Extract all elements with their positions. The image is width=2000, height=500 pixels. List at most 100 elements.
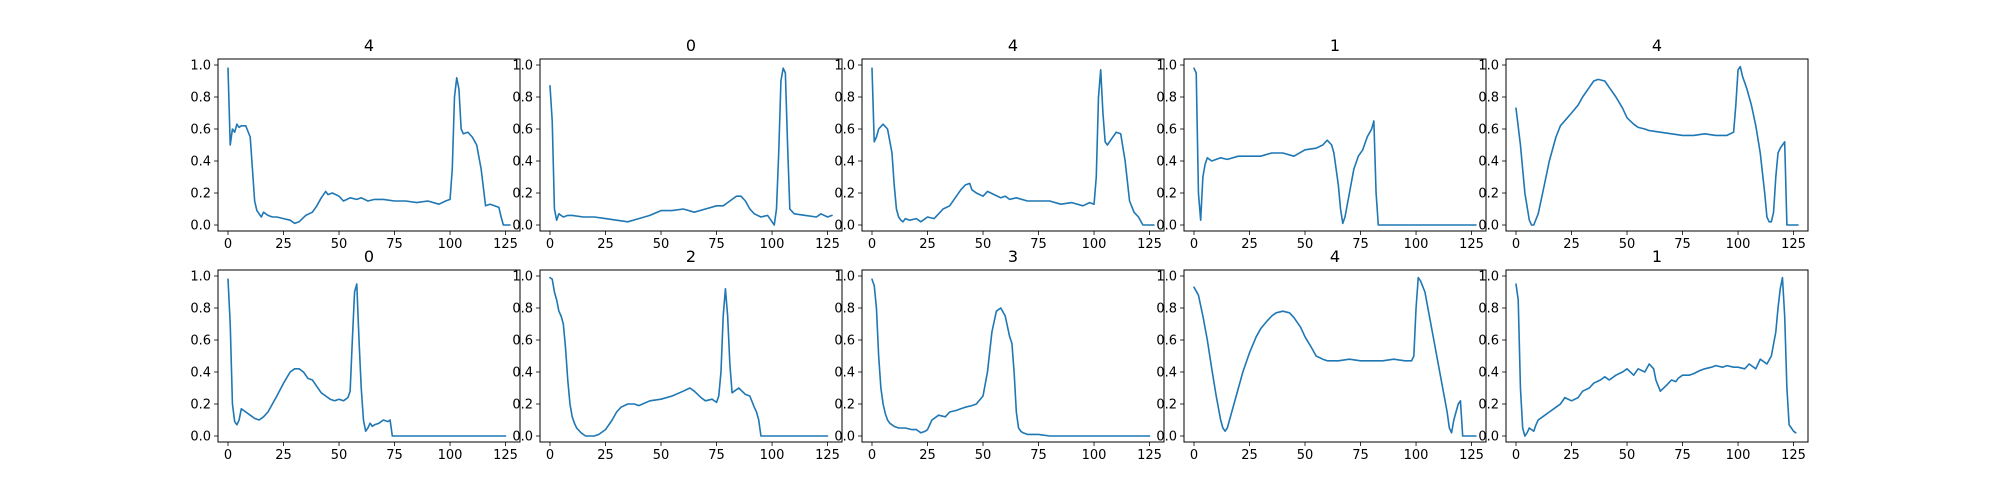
axes-frame xyxy=(861,269,1165,443)
y-tick-label: 0.8 xyxy=(1156,302,1177,317)
y-tick-label: 0.4 xyxy=(512,155,533,170)
y-tick-label: 0.2 xyxy=(1478,398,1499,413)
x-tick-label: 0 xyxy=(868,448,876,463)
series-line xyxy=(1193,276,1477,437)
series-line xyxy=(549,276,829,437)
y-tick-label: 0.0 xyxy=(1156,430,1177,445)
x-tick-label: 50 xyxy=(1297,237,1314,252)
x-tick-label: 125 xyxy=(1459,448,1484,463)
y-tick-label: 0.8 xyxy=(190,302,211,317)
y-tick-label: 0.2 xyxy=(1156,187,1177,202)
y-tick-label: 0.6 xyxy=(834,334,855,349)
y-tick-label: 0.4 xyxy=(190,155,211,170)
y-tick-label: 0.6 xyxy=(512,123,533,138)
chart-panel-5: 0 25 50 75 100 125 0.0 0.2 0.4 0.6 0.8 1.0 4 xyxy=(1478,36,1809,252)
y-tick-label: 0.8 xyxy=(512,91,533,106)
axes-frame xyxy=(539,58,843,232)
y-tick-label: 1.0 xyxy=(512,59,533,74)
y-tick-label: 1.0 xyxy=(1156,270,1177,285)
y-tick-label: 0.2 xyxy=(512,187,533,202)
x-tick-label: 50 xyxy=(331,448,348,463)
axes-frame xyxy=(217,269,521,443)
y-tick-label: 0.4 xyxy=(1478,366,1499,381)
x-tick-label: 75 xyxy=(386,448,403,463)
x-tick-label: 100 xyxy=(1726,237,1751,252)
axes-frame xyxy=(1505,58,1809,232)
x-tick-label: 75 xyxy=(708,237,725,252)
x-tick-label: 100 xyxy=(1082,448,1107,463)
x-tick-label: 75 xyxy=(1030,448,1047,463)
y-tick-label: 0.4 xyxy=(190,366,211,381)
panel-title: 1 xyxy=(1652,247,1662,266)
x-tick-label: 50 xyxy=(975,237,992,252)
x-tick-label: 0 xyxy=(1190,448,1198,463)
x-tick-label: 100 xyxy=(760,237,785,252)
x-tick-label: 50 xyxy=(1297,448,1314,463)
y-tick-label: 0.6 xyxy=(1478,123,1499,138)
y-tick-label: 0.6 xyxy=(1478,334,1499,349)
y-tick-label: 0.8 xyxy=(1478,91,1499,106)
x-tick-label: 25 xyxy=(597,237,614,252)
y-tick-label: 0.2 xyxy=(190,187,211,202)
chart-panel-4: 0 25 50 75 100 125 0.0 0.2 0.4 0.6 0.8 1.0 1 xyxy=(1156,36,1487,252)
x-tick-label: 125 xyxy=(493,237,518,252)
x-tick-label: 0 xyxy=(868,237,876,252)
y-tick-label: 0.6 xyxy=(1156,123,1177,138)
x-tick-label: 100 xyxy=(438,237,463,252)
x-tick-label: 125 xyxy=(1137,448,1162,463)
chart-panel-9: 0 25 50 75 100 125 0.0 0.2 0.4 0.6 0.8 1.0 4 xyxy=(1156,247,1487,463)
y-tick-label: 0.0 xyxy=(190,219,211,234)
chart-panel-3: 0 25 50 75 100 125 0.0 0.2 0.4 0.6 0.8 1.0 4 xyxy=(834,36,1165,252)
x-tick-label: 100 xyxy=(1404,448,1429,463)
series-line xyxy=(871,278,1151,437)
series-line xyxy=(1515,276,1797,437)
x-tick-label: 75 xyxy=(1352,237,1369,252)
x-tick-label: 0 xyxy=(1512,448,1520,463)
x-tick-label: 100 xyxy=(1404,237,1429,252)
series-line xyxy=(227,67,511,226)
series-line xyxy=(227,278,507,437)
x-tick-label: 50 xyxy=(1619,448,1636,463)
panel-title: 4 xyxy=(364,36,374,55)
x-tick-label: 75 xyxy=(1674,448,1691,463)
y-tick-label: 0.2 xyxy=(1478,187,1499,202)
series-line xyxy=(1193,67,1477,226)
panel-title: 0 xyxy=(686,36,696,55)
axes-frame xyxy=(1183,58,1487,232)
y-tick-label: 1.0 xyxy=(1156,59,1177,74)
y-tick-label: 0.4 xyxy=(1156,155,1177,170)
x-tick-label: 100 xyxy=(438,448,463,463)
x-tick-label: 125 xyxy=(1459,237,1484,252)
y-tick-label: 0.2 xyxy=(512,398,533,413)
x-tick-label: 75 xyxy=(708,448,725,463)
y-tick-label: 0.2 xyxy=(1156,398,1177,413)
chart-panel-7: 0 25 50 75 100 125 0.0 0.2 0.4 0.6 0.8 1.0 2 xyxy=(512,247,843,463)
y-tick-label: 0.0 xyxy=(512,219,533,234)
y-tick-label: 0.4 xyxy=(1156,366,1177,381)
y-tick-label: 0.6 xyxy=(512,334,533,349)
chart-panel-8: 0 25 50 75 100 125 0.0 0.2 0.4 0.6 0.8 1.0 3 xyxy=(834,247,1165,463)
y-tick-label: 0.0 xyxy=(1156,219,1177,234)
x-tick-label: 50 xyxy=(975,448,992,463)
y-tick-label: 0.2 xyxy=(190,398,211,413)
y-tick-label: 0.6 xyxy=(834,123,855,138)
y-tick-label: 0.4 xyxy=(834,155,855,170)
panel-title: 1 xyxy=(1330,36,1340,55)
x-tick-label: 0 xyxy=(546,448,554,463)
axes-frame xyxy=(861,58,1165,232)
x-tick-label: 50 xyxy=(653,448,670,463)
y-tick-label: 0.8 xyxy=(1156,91,1177,106)
x-tick-label: 50 xyxy=(653,237,670,252)
x-tick-label: 25 xyxy=(1241,448,1258,463)
x-tick-label: 75 xyxy=(1352,448,1369,463)
y-tick-label: 0.8 xyxy=(1478,302,1499,317)
y-tick-label: 0.0 xyxy=(512,430,533,445)
y-tick-label: 0.8 xyxy=(834,302,855,317)
x-tick-label: 50 xyxy=(1619,237,1636,252)
x-tick-label: 25 xyxy=(919,448,936,463)
y-tick-label: 0.4 xyxy=(834,366,855,381)
y-tick-label: 0.8 xyxy=(190,91,211,106)
y-tick-label: 0.0 xyxy=(834,219,855,234)
series-line xyxy=(1515,65,1799,226)
x-tick-label: 25 xyxy=(919,237,936,252)
